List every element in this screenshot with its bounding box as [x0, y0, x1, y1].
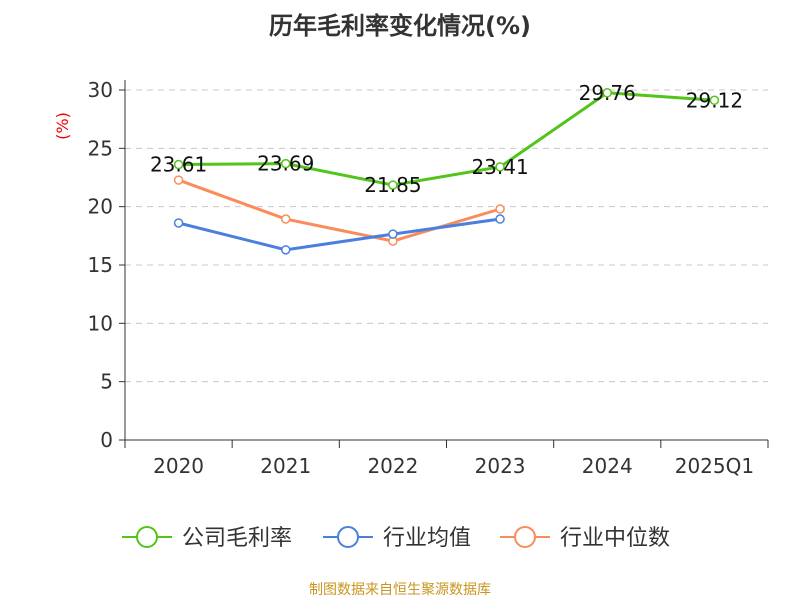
legend-label: 行业均值: [383, 526, 471, 551]
series-line: [178, 91, 715, 187]
y-tick-label: 25: [88, 136, 113, 160]
data-point: [602, 88, 612, 98]
y-tick-label: 0: [100, 428, 113, 452]
data-label: 23.41: [471, 155, 528, 179]
data-point: [495, 214, 505, 224]
chart-title: 历年毛利率变化情况(%): [269, 12, 531, 40]
data-point: [173, 159, 184, 170]
data-point: [281, 214, 291, 224]
x-tick-label: 2023: [475, 454, 526, 478]
legend-marker: [136, 526, 158, 548]
data-label: 21.85: [364, 173, 421, 197]
x-tick-label: 2022: [367, 454, 418, 478]
x-tick-label: 2024: [582, 454, 633, 478]
data-point: [281, 245, 291, 255]
data-point: [709, 95, 720, 106]
legend-label: 行业中位数: [560, 526, 670, 551]
legend-marker: [337, 526, 359, 548]
y-tick-label: 30: [88, 78, 113, 102]
data-point: [281, 158, 291, 169]
x-tick-label: 2020: [153, 454, 204, 478]
data-point: [173, 175, 184, 185]
y-tick-label: 15: [88, 253, 113, 277]
y-axis-label: (%): [53, 112, 72, 140]
data-label: 23.61: [150, 153, 207, 177]
data-point: [388, 180, 398, 190]
y-tick-label: 10: [88, 311, 113, 335]
x-tick-label: 2025Q1: [675, 454, 754, 478]
legend-label: 公司毛利率: [182, 526, 292, 551]
y-tick-label: 5: [100, 370, 113, 394]
legend-marker: [514, 526, 536, 548]
data-point: [495, 204, 505, 214]
series-line: [178, 178, 501, 243]
y-tick-label: 20: [88, 195, 113, 219]
source-note: 制图数据来自恒生聚源数据库: [309, 582, 491, 598]
series-line: [178, 217, 501, 252]
data-point: [173, 218, 184, 228]
data-label: 23.69: [257, 152, 314, 176]
data-point: [495, 162, 505, 172]
x-tick-label: 2021: [260, 454, 311, 478]
data-label: 29.76: [579, 81, 636, 105]
data-label: 29.12: [686, 88, 743, 112]
data-point: [388, 229, 398, 239]
